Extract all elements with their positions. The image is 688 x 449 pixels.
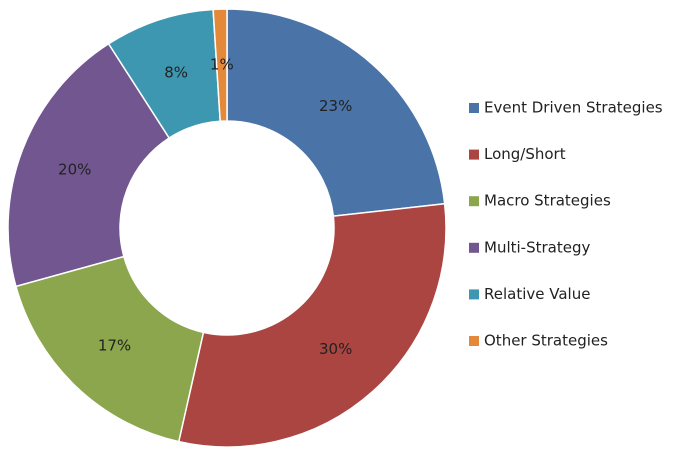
legend-label: Other Strategies [484, 332, 608, 350]
data-label: 1% [210, 56, 234, 74]
data-label: 23% [319, 97, 352, 115]
legend-label: Long/Short [484, 145, 566, 163]
donut: 23% 30% 17% 20% 8% 1% [7, 8, 447, 448]
slice [212, 8, 228, 123]
slice [177, 202, 447, 448]
legend-swatch [469, 336, 479, 346]
legend-label: Event Driven Strategies [484, 99, 663, 117]
data-label: 30% [319, 340, 352, 358]
legend-swatch [469, 149, 479, 160]
legend-swatch [469, 289, 479, 300]
data-label: 8% [164, 64, 188, 82]
legend-label: Macro Strategies [484, 192, 611, 210]
legend-swatch [469, 196, 479, 207]
slice [7, 42, 171, 288]
legend-label: Relative Value [484, 285, 590, 303]
data-label: 17% [98, 336, 131, 354]
slice [226, 8, 446, 217]
slice [14, 255, 205, 443]
legend-swatch [469, 103, 479, 113]
legend: Event Driven Strategies Long/Short Macro S… [469, 99, 663, 350]
data-label: 20% [58, 160, 91, 178]
legend-swatch [469, 242, 479, 253]
legend-label: Multi-Strategy [484, 238, 590, 256]
